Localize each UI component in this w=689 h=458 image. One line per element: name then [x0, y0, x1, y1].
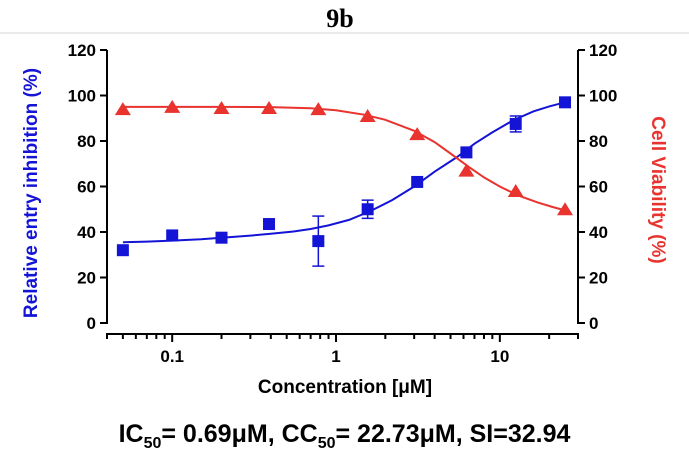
chart-title: 9b [326, 4, 353, 33]
si-value: SI=32.94 [469, 420, 571, 448]
x-tick-label: 1 [331, 347, 340, 366]
data-point-triangle [359, 108, 376, 122]
data-point-triangle [114, 102, 131, 116]
data-point-triangle [164, 99, 181, 113]
data-point-triangle [458, 163, 475, 177]
y-axis-left-label: Relative entry inhibition (%) [21, 68, 42, 318]
y-left-tick-label: 40 [77, 223, 96, 242]
data-point-triangle [310, 102, 327, 116]
ic50-value: = 0.69μM, [161, 420, 282, 448]
y-axis-right-label: Cell Viability (%) [647, 116, 668, 263]
data-point-square [116, 244, 129, 257]
y-right-tick-label: 20 [589, 269, 608, 288]
data-point-square [361, 203, 374, 216]
y-right-tick-label: 100 [589, 87, 617, 106]
data-point-triangle [261, 101, 278, 115]
ic50-subscript: 50 [143, 435, 162, 452]
cc50-subscript: 50 [317, 435, 336, 452]
data-point-square [509, 117, 522, 130]
stats-line: IC50= 0.69μM, CC50= 22.73μM, SI=32.94 [0, 420, 689, 453]
data-point-triangle [409, 127, 426, 141]
data-point-square [312, 235, 325, 248]
y-left-tick-label: 20 [77, 269, 96, 288]
data-point-square [411, 175, 424, 188]
x-tick-label: 10 [490, 347, 509, 366]
fit-curve-square [122, 101, 566, 244]
y-left-tick-label: 100 [68, 87, 96, 106]
y-left-tick-label: 0 [87, 314, 96, 333]
data-point-square [460, 146, 473, 159]
data-point-square [215, 231, 228, 244]
y-left-tick-label: 80 [77, 132, 96, 151]
fit-curves [122, 101, 566, 244]
data-point-square [559, 96, 572, 109]
fit-curve-triangle [122, 105, 566, 212]
y-left-tick-label: 120 [68, 41, 96, 60]
cc50-value: = 22.73μM, [335, 420, 470, 448]
y-right-tick-label: 40 [589, 223, 608, 242]
x-axis-label: Concentration [μM] [258, 377, 432, 398]
data-point-square [166, 229, 179, 242]
y-right-tick-label: 60 [589, 178, 608, 197]
ic50-prefix: IC [118, 420, 144, 448]
data-marks [114, 96, 574, 267]
y-right-tick-label: 0 [589, 314, 598, 333]
data-point-triangle [557, 202, 574, 216]
data-point-square [263, 218, 276, 231]
tick-labels: 0 0 20 20 40 40 60 60 80 80 100 100 120 120 0.1 1 10 [68, 41, 618, 366]
x-tick-label: 0.1 [160, 347, 184, 366]
cc50-prefix: CC [281, 420, 318, 448]
y-right-tick-label: 120 [589, 41, 617, 60]
axes [100, 49, 585, 342]
y-left-tick-label: 60 [77, 178, 96, 197]
y-right-tick-label: 80 [589, 132, 608, 151]
data-point-triangle [213, 101, 230, 115]
data-point-triangle [507, 184, 524, 198]
